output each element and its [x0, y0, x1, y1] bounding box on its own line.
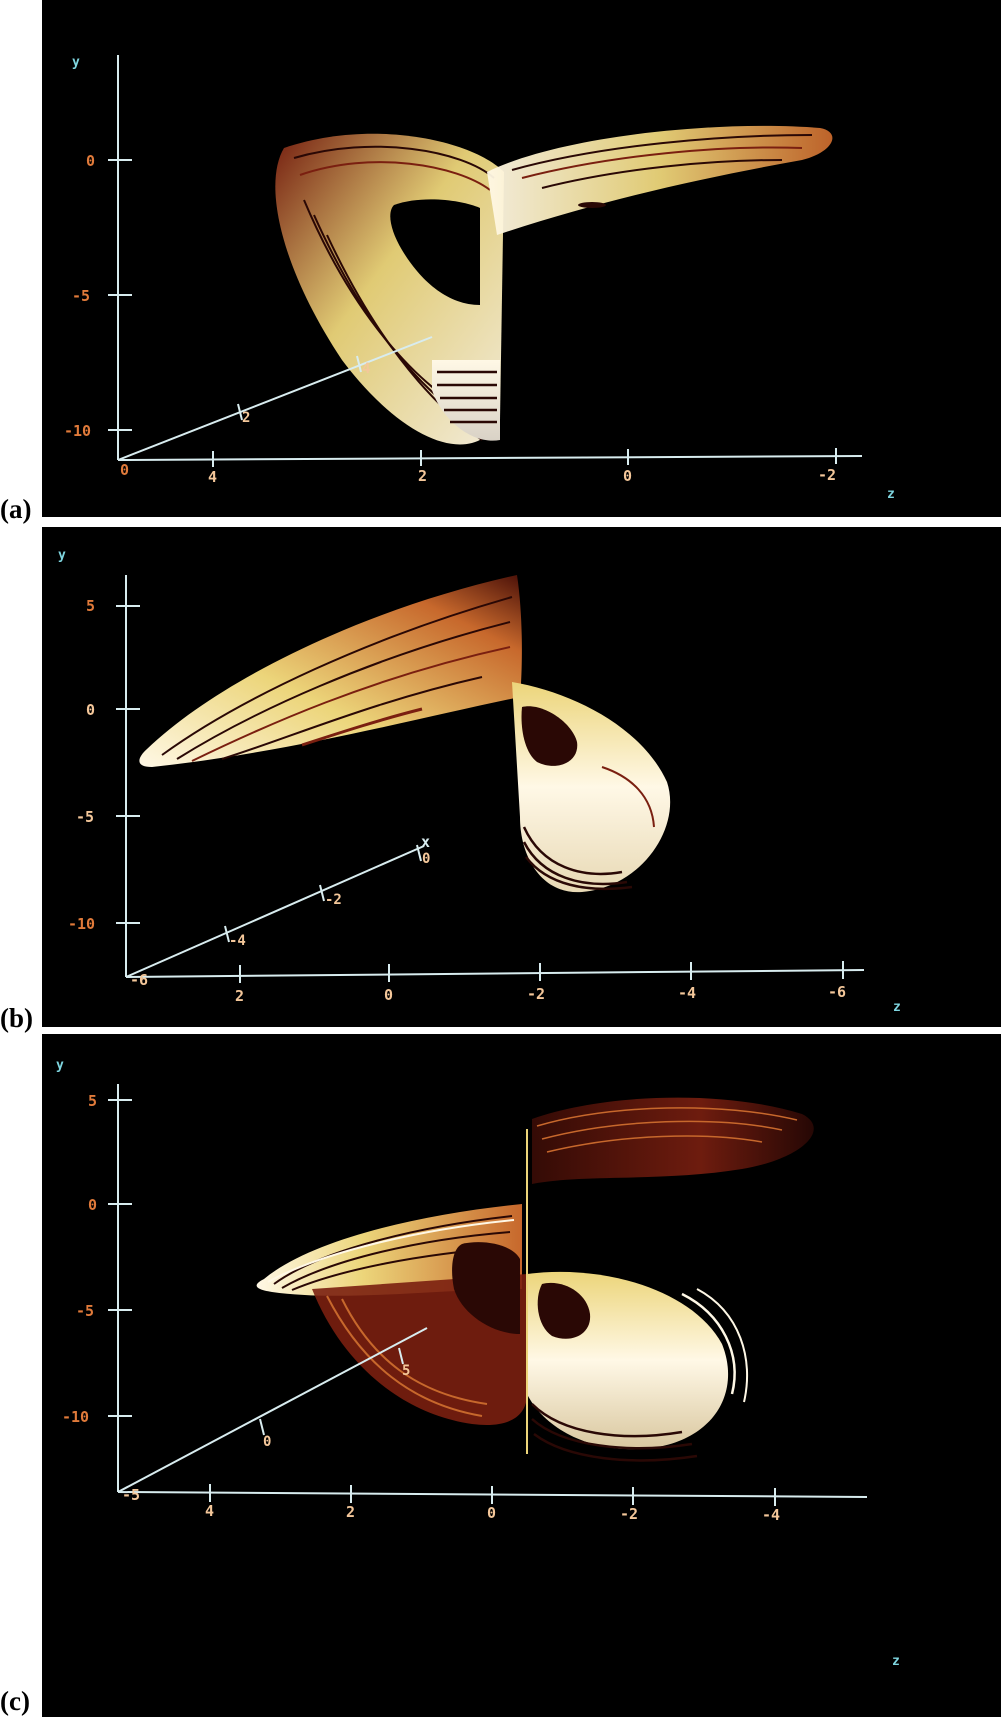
- y-tick-label: -5: [76, 808, 94, 826]
- x-tick-label: 5: [402, 1363, 410, 1379]
- attractor-left-lobe-a: [275, 133, 504, 445]
- z-tick-label: 2: [346, 1503, 355, 1521]
- y-tick-label: -10: [64, 422, 91, 440]
- x-tick-label: -4: [229, 933, 246, 949]
- panel-label-b: (b): [0, 1003, 33, 1033]
- y-axis-title: y: [58, 548, 66, 563]
- z-tick-label: 0: [487, 1504, 496, 1522]
- z-tick-label: -4: [678, 984, 696, 1002]
- y-tick-label: 0: [88, 1196, 97, 1214]
- x-tick-label: 0: [422, 851, 430, 867]
- y-tick-label: -10: [62, 1408, 89, 1426]
- axes-a: [108, 55, 863, 467]
- y-tick-label: 0: [86, 152, 95, 170]
- z-tick-label: 4: [205, 1502, 214, 1520]
- panel-label-c: (c): [0, 1686, 30, 1716]
- panel-a: y z 0 -5 -10 0 4 2 0 -2 2 4: [42, 0, 1001, 517]
- y-tick-label: 5: [88, 1092, 97, 1110]
- z-axis-title: z: [892, 1654, 900, 1669]
- z-axis-title: z: [893, 1000, 901, 1015]
- axes-b: [116, 575, 865, 983]
- z-tick-label: -4: [762, 1506, 780, 1524]
- x-tick-label: 0: [263, 1434, 271, 1450]
- z-tick-label: -6: [130, 971, 148, 989]
- x-tick-label: -2: [325, 892, 342, 908]
- z-tick-label: -6: [828, 983, 846, 1001]
- x-tick-label: 2: [242, 410, 250, 426]
- y-tick-label: 0: [86, 701, 95, 719]
- z-tick-label: 2: [418, 467, 427, 485]
- attractor-plot-c: y z 5 0 -5 -10 -5 4 2 0 -2 -4 0 5: [56, 1058, 900, 1669]
- axes-c: [108, 1084, 868, 1506]
- z-tick-label: -2: [620, 1505, 638, 1523]
- y-tick-label: -5: [76, 1302, 94, 1320]
- y-axis-title: y: [56, 1058, 64, 1073]
- x-axis-title: x: [421, 833, 430, 851]
- y-tick-label: -5: [72, 287, 90, 305]
- z-tick-label: 0: [623, 467, 632, 485]
- z-axis-title: z: [887, 487, 895, 502]
- attractor-left-wing-b: [139, 575, 522, 767]
- attractor-plot-b: y z x 5 0 -5 -10 -6 2 0 -2 -4 -6 -4 -2 0: [58, 548, 901, 1015]
- attractor-right-lobe-b: [512, 682, 671, 893]
- attractor-plot-a: y z 0 -5 -10 0 4 2 0 -2 2 4: [64, 55, 895, 502]
- y-axis-title: y: [72, 55, 80, 70]
- panel-c: y z 5 0 -5 -10 -5 4 2 0 -2 -4 0 5: [42, 1034, 1001, 1717]
- attractor-lower-left-c: [312, 1242, 527, 1425]
- panel-label-a: (a): [0, 494, 32, 524]
- x-tick-label: 4: [362, 361, 370, 377]
- z-tick-label: 0: [384, 986, 393, 1004]
- panel-b: y z x 5 0 -5 -10 -6 2 0 -2 -4 -6 -4 -2 0: [42, 527, 1001, 1027]
- y-tick-label: 5: [86, 597, 95, 615]
- attractor-lower-right-c: [527, 1271, 748, 1462]
- z-tick-label: -2: [818, 466, 836, 484]
- z-tick-label: -2: [527, 985, 545, 1003]
- attractor-upper-right-c: [532, 1097, 814, 1184]
- z-tick-label: 4: [208, 468, 217, 486]
- attractor-right-wing-a: [487, 125, 833, 235]
- z-tick-label: 0: [120, 461, 129, 479]
- z-tick-label: 2: [235, 987, 244, 1005]
- z-tick-label: -5: [122, 1486, 140, 1504]
- y-tick-label: -10: [68, 915, 95, 933]
